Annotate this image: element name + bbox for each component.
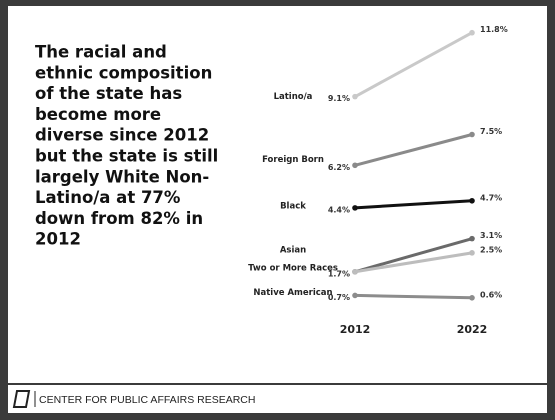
headline-line: become more (35, 105, 161, 124)
x-tick-label: 2022 (457, 323, 488, 336)
series-label: Foreign Born (262, 155, 324, 165)
value-label: 2.5% (480, 245, 502, 254)
point (469, 131, 475, 138)
point (469, 197, 475, 204)
value-label: 0.7% (328, 293, 350, 302)
point (352, 268, 358, 275)
point (469, 250, 475, 256)
value-label: 1.7% (328, 269, 350, 278)
point (469, 295, 475, 301)
headline-line: ethnic composition (35, 63, 212, 82)
series-label: Two or More Races (248, 263, 338, 273)
value-label: 0.6% (480, 290, 502, 299)
point (352, 292, 358, 299)
point (352, 93, 358, 100)
series-label: Native American (253, 288, 332, 298)
headline-line: of the state has (35, 84, 182, 103)
slope-line (354, 237, 473, 274)
slope-line (354, 293, 473, 300)
value-label: 4.7% (480, 193, 502, 202)
slope-line (354, 251, 473, 274)
x-tick-label: 2012 (340, 323, 371, 336)
headline-line: Latino/a at 77% (35, 188, 181, 207)
point (469, 29, 475, 36)
headline-line: diverse since 2012 (35, 126, 209, 145)
value-label: 9.1% (328, 94, 350, 103)
footer-text: CENTER FOR PUBLIC AFFAIRS RESEARCH (39, 394, 255, 406)
point (469, 235, 475, 242)
headline-line: down from 82% in (35, 209, 203, 228)
headline-line: but the state is still (35, 147, 218, 166)
series-label: Latino/a (274, 92, 313, 102)
value-label: 6.2% (328, 163, 350, 172)
value-label: 4.4% (328, 205, 350, 214)
series-label: Asian (280, 245, 306, 255)
headline-line: largely White Non- (35, 167, 209, 186)
point (352, 162, 358, 169)
series-label: Black (280, 201, 306, 211)
slide-background (8, 6, 547, 383)
value-label: 7.5% (480, 127, 502, 136)
slope-line (354, 31, 473, 98)
value-label: 3.1% (480, 231, 502, 240)
value-label: 11.8% (480, 25, 508, 34)
slope-line (354, 199, 473, 210)
headline-line: 2012 (35, 230, 81, 249)
logo (12, 390, 36, 408)
footer-background (8, 385, 547, 413)
slope-line (354, 133, 473, 167)
point (352, 205, 358, 211)
headline-line: The racial and (35, 43, 167, 62)
